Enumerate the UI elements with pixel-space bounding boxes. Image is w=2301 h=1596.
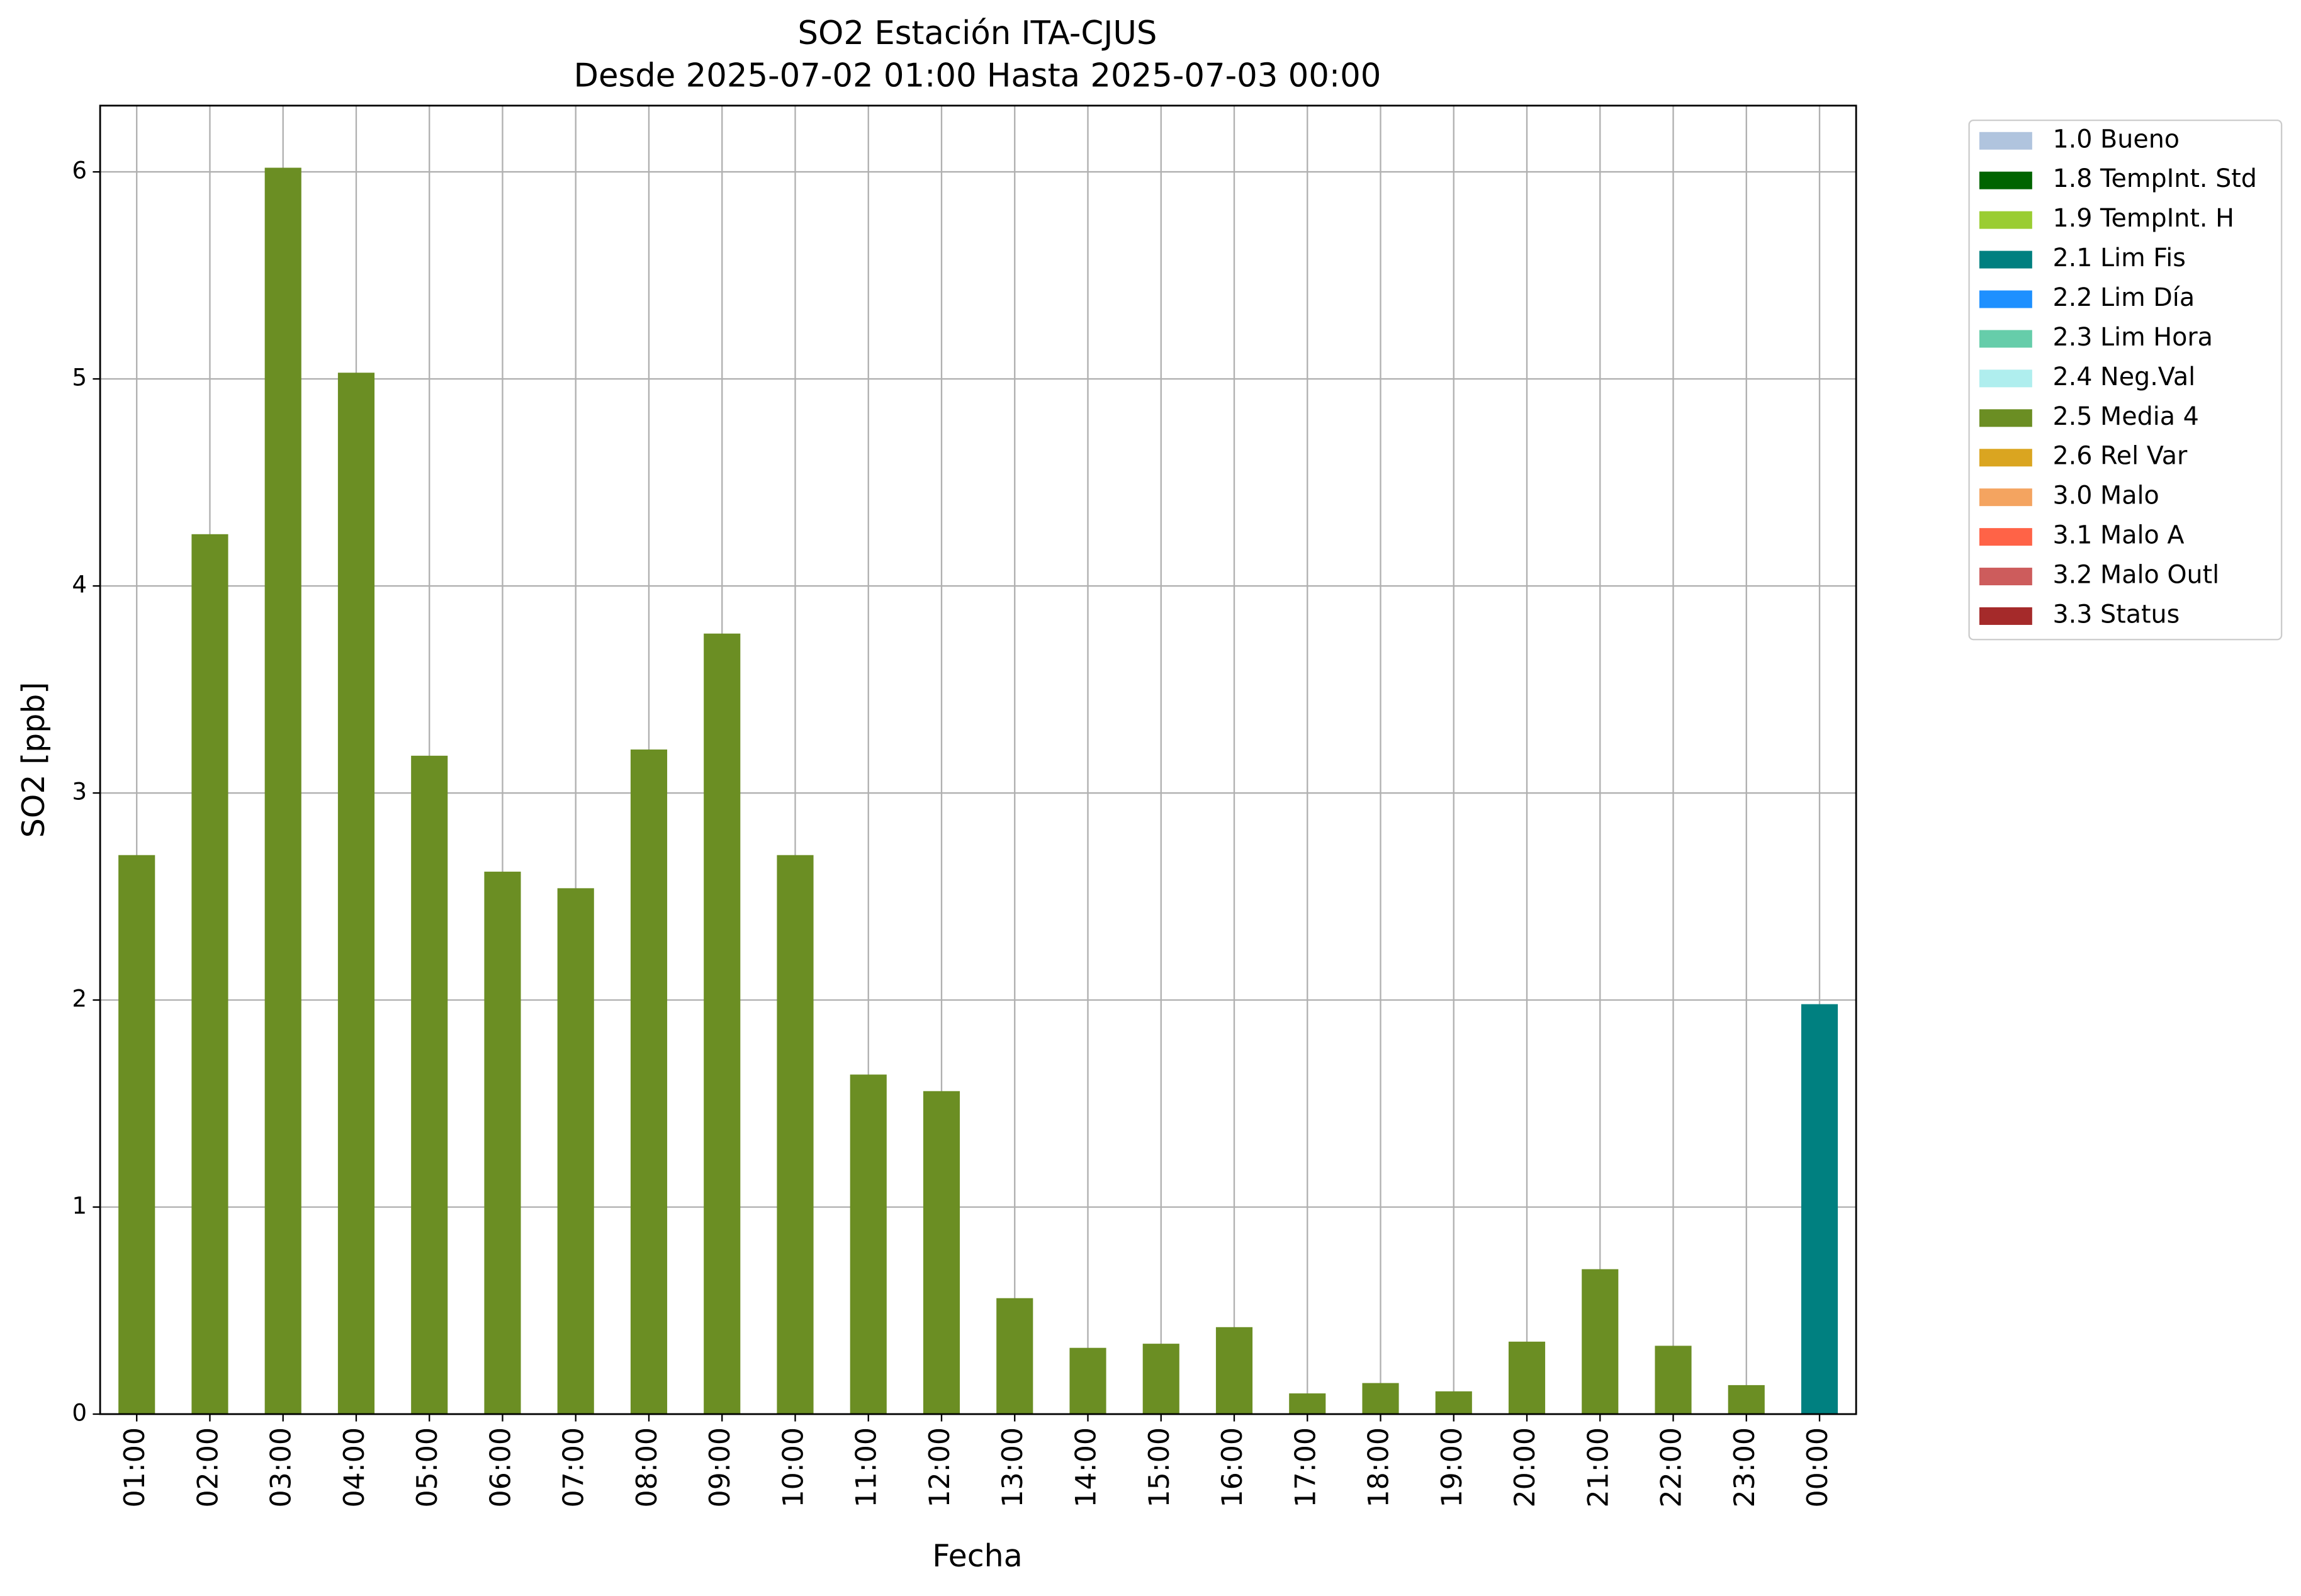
legend-swatch [1979,290,2032,308]
x-tick-label: 15:00 [1144,1427,1176,1508]
legend-label: 3.1 Malo A [2052,521,2184,550]
x-tick-label: 07:00 [558,1427,590,1508]
bar [1069,1347,1106,1414]
legend-swatch [1979,449,2032,467]
legend-label: 2.3 Lim Hora [2052,323,2212,352]
legend-label: 3.2 Malo Outl [2052,561,2219,590]
x-tick-label: 19:00 [1436,1427,1468,1508]
x-tick-label: 17:00 [1290,1427,1322,1508]
x-tick-label: 23:00 [1729,1427,1761,1508]
plot-frame [99,104,1857,1415]
y-tick-label: 3 [72,778,87,806]
legend-label: 3.0 Malo [2052,481,2159,510]
x-tick-label: 11:00 [851,1427,883,1508]
legend-swatch [1979,211,2032,229]
x-tick-label: 13:00 [997,1427,1029,1508]
x-tick-label: 06:00 [485,1427,517,1508]
legend-label: 2.2 Lim Día [2052,283,2195,312]
legend-swatch [1979,132,2032,150]
x-tick-label: 14:00 [1071,1427,1103,1508]
legend-label: 1.0 Bueno [2052,125,2180,154]
legend-swatch [1979,528,2032,546]
bar [1801,1004,1838,1414]
legend-swatch [1979,330,2032,348]
bar [1289,1393,1326,1414]
bars [118,167,1838,1414]
bar [411,755,448,1414]
legend-label: 1.9 TempInt. H [2052,204,2234,233]
legend: 1.0 Bueno 1.8 TempInt. Std 1.9 TempInt. H 2… [1979,125,2257,629]
x-tick-label: 18:00 [1363,1427,1395,1508]
bar [850,1074,887,1414]
x-tick-label: 10:00 [777,1427,809,1508]
x-tick-label: 01:00 [119,1427,151,1508]
bar [630,749,668,1414]
bar [484,872,521,1414]
bar [118,855,155,1414]
bar [1655,1346,1692,1414]
x-tick-label: 00:00 [1802,1427,1834,1508]
bar [1215,1327,1253,1414]
legend-label: 1.8 TempInt. Std [2052,164,2256,193]
bar [191,534,228,1414]
x-tick-label: 04:00 [339,1427,371,1508]
y-axis-label: SO2 [ppb] [16,682,52,838]
bar [1728,1385,1765,1414]
chart-subtitle: Desde 2025-07-02 01:00 Hasta 2025-07-03 … [574,57,1381,95]
bar [1435,1391,1472,1414]
legend-box [1968,119,2283,641]
x-tick-label: 21:00 [1582,1427,1614,1508]
chart-title: SO2 Estación ITA-CJUS [798,14,1157,52]
legend-swatch [1979,568,2032,586]
bar [337,373,375,1414]
x-tick-label: 03:00 [266,1427,298,1508]
x-tick-label: 22:00 [1656,1427,1688,1508]
bar [264,167,301,1414]
bar [557,888,594,1414]
bar [1362,1383,1399,1414]
axes: 0 1 2 3 4 5 6 01:00 02:00 03:00 04:00 05:00 06:00 07:… [72,104,1857,1508]
x-tick-label: 05:00 [412,1427,444,1508]
legend-label: 2.6 Rel Var [2052,442,2188,471]
y-tick-label: 2 [72,985,87,1013]
x-tick-label: 20:00 [1509,1427,1541,1508]
bar [923,1091,960,1414]
bar [1582,1269,1619,1414]
bar [1508,1341,1546,1414]
legend-label: 2.1 Lim Fis [2052,244,2185,273]
y-tick-label: 5 [72,364,87,391]
legend-swatch [1979,488,2032,507]
bar [996,1298,1033,1414]
bar [704,633,741,1414]
x-axis-label: Fecha [932,1538,1023,1574]
y-tick-label: 1 [72,1191,87,1219]
y-tick-label: 0 [72,1398,87,1426]
legend-label: 3.3 Status [2052,600,2180,629]
legend-label: 2.5 Media 4 [2052,402,2198,431]
x-tick-label: 12:00 [924,1427,956,1508]
legend-swatch [1979,250,2032,269]
x-tick-label: 16:00 [1217,1427,1249,1508]
y-tick-label: 6 [72,157,87,184]
legend-swatch [1979,369,2032,388]
x-tick-label: 02:00 [192,1427,224,1508]
y-tick-label: 4 [72,571,87,598]
x-tick-label: 08:00 [631,1427,663,1508]
legend-label: 2.4 Neg.Val [2052,362,2195,391]
x-tick-label: 09:00 [704,1427,736,1508]
legend-swatch [1979,607,2032,625]
bar [1142,1344,1179,1414]
bar [777,855,814,1414]
legend-swatch [1979,409,2032,427]
legend-swatch [1979,171,2032,189]
